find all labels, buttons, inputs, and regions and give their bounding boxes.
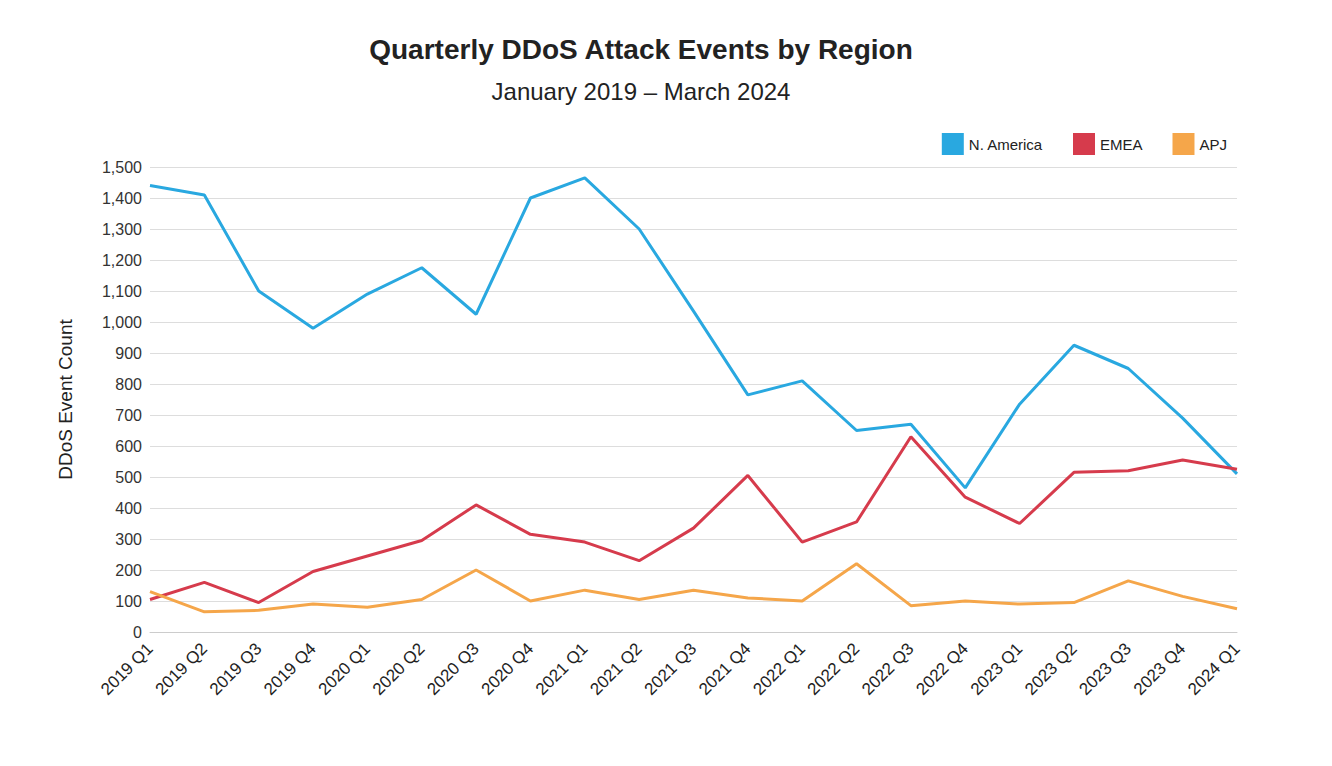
svg-text:1,300: 1,300 (102, 221, 142, 238)
svg-text:EMEA: EMEA (1100, 136, 1143, 153)
svg-text:2022 Q3: 2022 Q3 (858, 639, 918, 699)
svg-text:January 2019 – March 2024: January 2019 – March 2024 (492, 78, 791, 105)
svg-text:300: 300 (115, 531, 142, 548)
svg-text:2020 Q4: 2020 Q4 (478, 639, 538, 699)
svg-text:100: 100 (115, 593, 142, 610)
svg-text:1,000: 1,000 (102, 314, 142, 331)
svg-text:2019 Q1: 2019 Q1 (97, 639, 157, 699)
svg-text:2022 Q1: 2022 Q1 (749, 639, 809, 699)
svg-text:2022 Q4: 2022 Q4 (912, 639, 972, 699)
svg-text:2022 Q2: 2022 Q2 (804, 639, 864, 699)
svg-text:2019 Q3: 2019 Q3 (206, 639, 266, 699)
svg-text:Quarterly DDoS Attack Events b: Quarterly DDoS Attack Events by Region (369, 34, 913, 65)
svg-text:2019 Q2: 2019 Q2 (152, 639, 212, 699)
svg-text:1,200: 1,200 (102, 252, 142, 269)
svg-text:2024 Q1: 2024 Q1 (1184, 639, 1244, 699)
svg-text:2020 Q3: 2020 Q3 (423, 639, 483, 699)
svg-text:700: 700 (115, 407, 142, 424)
svg-text:2021 Q1: 2021 Q1 (532, 639, 592, 699)
svg-text:200: 200 (115, 562, 142, 579)
svg-text:0: 0 (133, 624, 142, 641)
svg-text:500: 500 (115, 469, 142, 486)
svg-text:2023 Q4: 2023 Q4 (1130, 639, 1190, 699)
svg-text:2021 Q3: 2021 Q3 (641, 639, 701, 699)
svg-text:800: 800 (115, 376, 142, 393)
svg-text:2023 Q3: 2023 Q3 (1075, 639, 1135, 699)
svg-text:2020 Q1: 2020 Q1 (315, 639, 375, 699)
svg-text:1,500: 1,500 (102, 159, 142, 176)
svg-text:APJ: APJ (1199, 136, 1227, 153)
svg-text:900: 900 (115, 345, 142, 362)
svg-text:N. America: N. America (969, 136, 1043, 153)
svg-text:1,400: 1,400 (102, 190, 142, 207)
svg-text:2019 Q4: 2019 Q4 (260, 639, 320, 699)
svg-text:2021 Q2: 2021 Q2 (586, 639, 646, 699)
svg-text:1,100: 1,100 (102, 283, 142, 300)
svg-text:600: 600 (115, 438, 142, 455)
svg-text:400: 400 (115, 500, 142, 517)
svg-text:DDoS Event Count: DDoS Event Count (55, 319, 76, 480)
svg-text:2021 Q4: 2021 Q4 (695, 639, 755, 699)
svg-text:2020 Q2: 2020 Q2 (369, 639, 429, 699)
svg-text:2023 Q2: 2023 Q2 (1021, 639, 1081, 699)
svg-text:2023 Q1: 2023 Q1 (967, 639, 1027, 699)
